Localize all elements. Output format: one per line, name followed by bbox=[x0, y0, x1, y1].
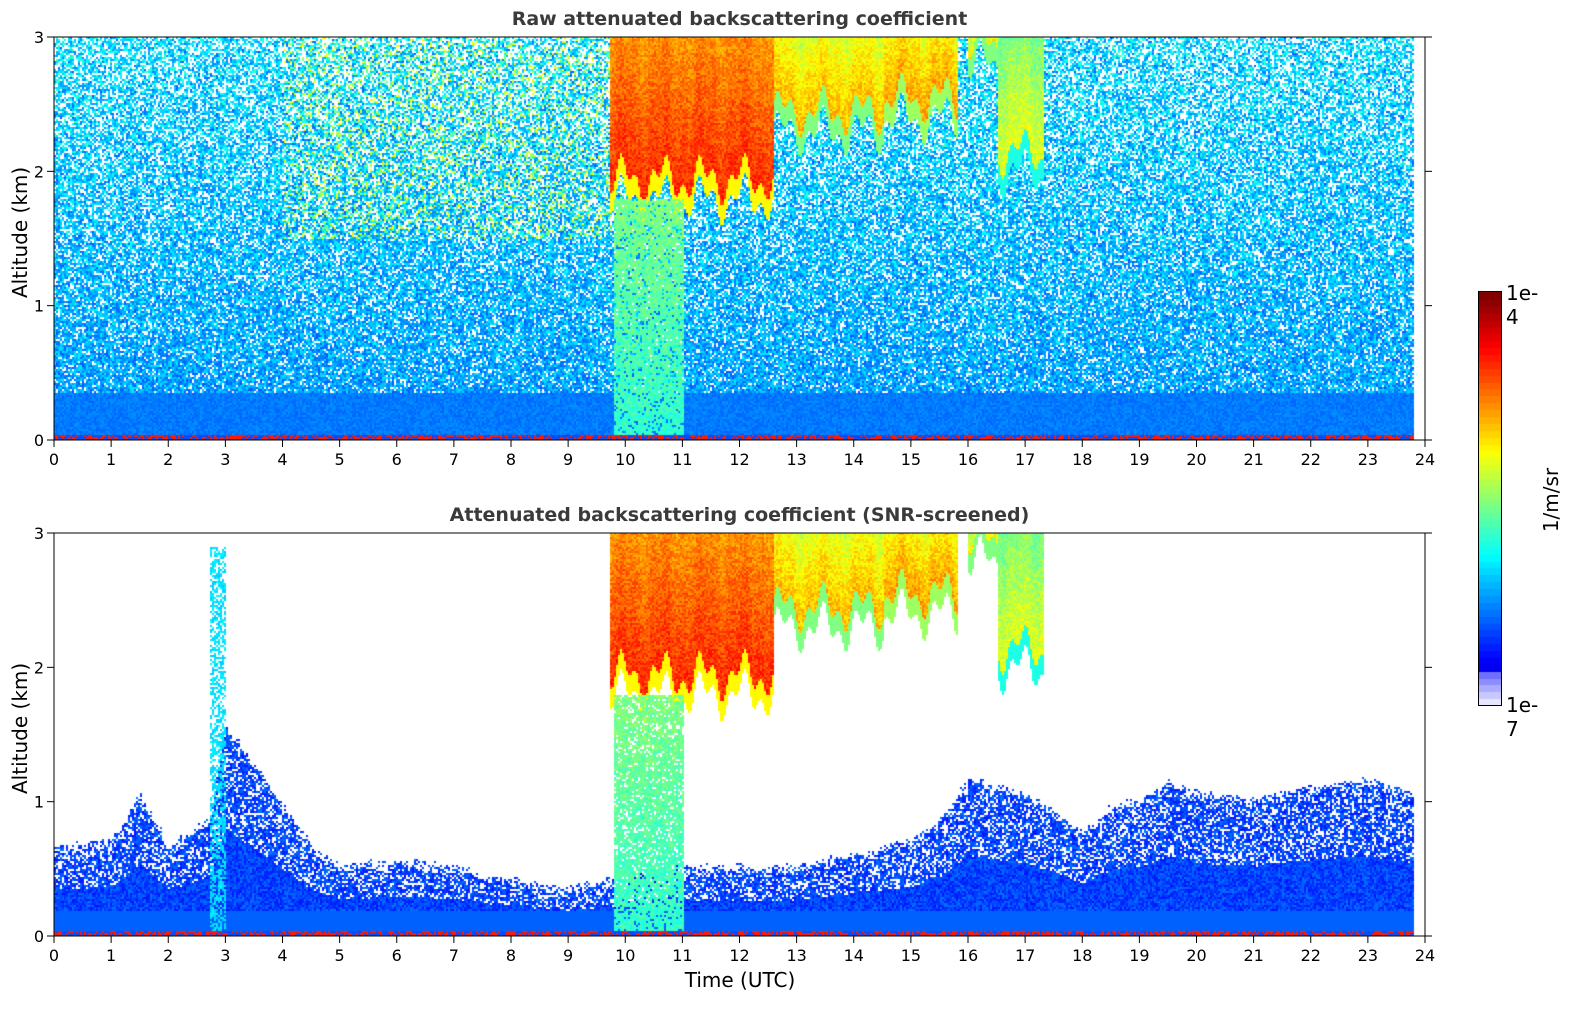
x-tick-label: 17 bbox=[1015, 946, 1035, 965]
x-tick-label: 4 bbox=[277, 450, 287, 469]
y-tick-label: 0 bbox=[34, 927, 44, 946]
x-tick-label: 20 bbox=[1186, 946, 1206, 965]
y-tick-label: 3 bbox=[34, 524, 44, 543]
screened-panel-title: Attenuated backscattering coefficient (S… bbox=[449, 504, 1030, 526]
x-tick-label: 18 bbox=[1072, 946, 1092, 965]
x-tick-label: 15 bbox=[901, 450, 921, 469]
x-tick-label: 9 bbox=[563, 946, 573, 965]
x-tick-label: 23 bbox=[1358, 450, 1378, 469]
colorbar-max-label: 1e-4 bbox=[1506, 281, 1539, 329]
plot-frame bbox=[53, 532, 1426, 937]
x-tick-label: 12 bbox=[729, 946, 749, 965]
x-tick-label: 0 bbox=[49, 450, 59, 469]
y-tick-label: 3 bbox=[34, 28, 44, 47]
y-tick-label: 2 bbox=[34, 658, 44, 677]
x-tick-label: 13 bbox=[786, 450, 806, 469]
x-tick-label: 23 bbox=[1358, 946, 1378, 965]
x-tick-label: 16 bbox=[958, 946, 978, 965]
y-tick-label: 1 bbox=[34, 793, 44, 812]
colorbar-unit-label: 1/m/sr bbox=[1539, 467, 1563, 533]
x-tick-label: 19 bbox=[1129, 946, 1149, 965]
x-tick-label: 2 bbox=[163, 450, 173, 469]
x-tick-label: 7 bbox=[449, 946, 459, 965]
colorbar-min-label: 1e-7 bbox=[1506, 693, 1539, 741]
x-tick-label: 9 bbox=[563, 450, 573, 469]
y-tick-label: 2 bbox=[34, 162, 44, 181]
x-tick-label: 3 bbox=[220, 946, 230, 965]
x-tick-label: 14 bbox=[844, 946, 864, 965]
x-tick-label: 6 bbox=[392, 450, 402, 469]
x-tick-label: 6 bbox=[392, 946, 402, 965]
y-tick-label: 1 bbox=[34, 297, 44, 316]
x-tick-label: 2 bbox=[163, 946, 173, 965]
x-tick-label: 3 bbox=[220, 450, 230, 469]
time-xlabel: Time (UTC) bbox=[684, 968, 796, 992]
y-tick-label: 0 bbox=[34, 431, 44, 450]
screened-backscatter-heatmap bbox=[54, 533, 1425, 936]
x-tick-label: 22 bbox=[1301, 450, 1321, 469]
x-tick-label: 20 bbox=[1186, 450, 1206, 469]
x-tick-label: 17 bbox=[1015, 450, 1035, 469]
x-tick-label: 21 bbox=[1243, 450, 1263, 469]
x-tick-label: 1 bbox=[106, 946, 116, 965]
x-tick-label: 19 bbox=[1129, 450, 1149, 469]
x-tick-label: 4 bbox=[277, 946, 287, 965]
x-tick-label: 15 bbox=[901, 946, 921, 965]
x-tick-label: 1 bbox=[106, 450, 116, 469]
x-tick-label: 0 bbox=[49, 946, 59, 965]
x-tick-label: 12 bbox=[729, 450, 749, 469]
x-tick-label: 8 bbox=[506, 946, 516, 965]
x-tick-label: 21 bbox=[1243, 946, 1263, 965]
x-tick-label: 5 bbox=[335, 450, 345, 469]
x-tick-label: 18 bbox=[1072, 450, 1092, 469]
x-tick-label: 5 bbox=[335, 946, 345, 965]
raw-panel-title: Raw attenuated backscattering coefficien… bbox=[511, 8, 968, 30]
raw-backscatter-heatmap bbox=[54, 37, 1425, 440]
x-tick-label: 8 bbox=[506, 450, 516, 469]
x-tick-label: 10 bbox=[615, 946, 635, 965]
x-tick-label: 11 bbox=[672, 946, 692, 965]
x-tick-label: 13 bbox=[786, 946, 806, 965]
x-tick-label: 7 bbox=[449, 450, 459, 469]
x-tick-label: 22 bbox=[1301, 946, 1321, 965]
x-tick-label: 10 bbox=[615, 450, 635, 469]
colorbar-gradient bbox=[1478, 291, 1502, 706]
x-tick-label: 24 bbox=[1415, 946, 1435, 965]
x-tick-label: 24 bbox=[1415, 450, 1435, 469]
x-tick-label: 11 bbox=[672, 450, 692, 469]
raw-panel-axes: 0 1 2 3 4 5 6 7 8 9 10 11 12 13 14 15 16 17 18 19 20 21 22 23 24… bbox=[34, 28, 1435, 469]
x-tick-label: 16 bbox=[958, 450, 978, 469]
x-tick-label: 14 bbox=[844, 450, 864, 469]
screened-panel-ylabel: Altitude (km) bbox=[8, 662, 32, 794]
